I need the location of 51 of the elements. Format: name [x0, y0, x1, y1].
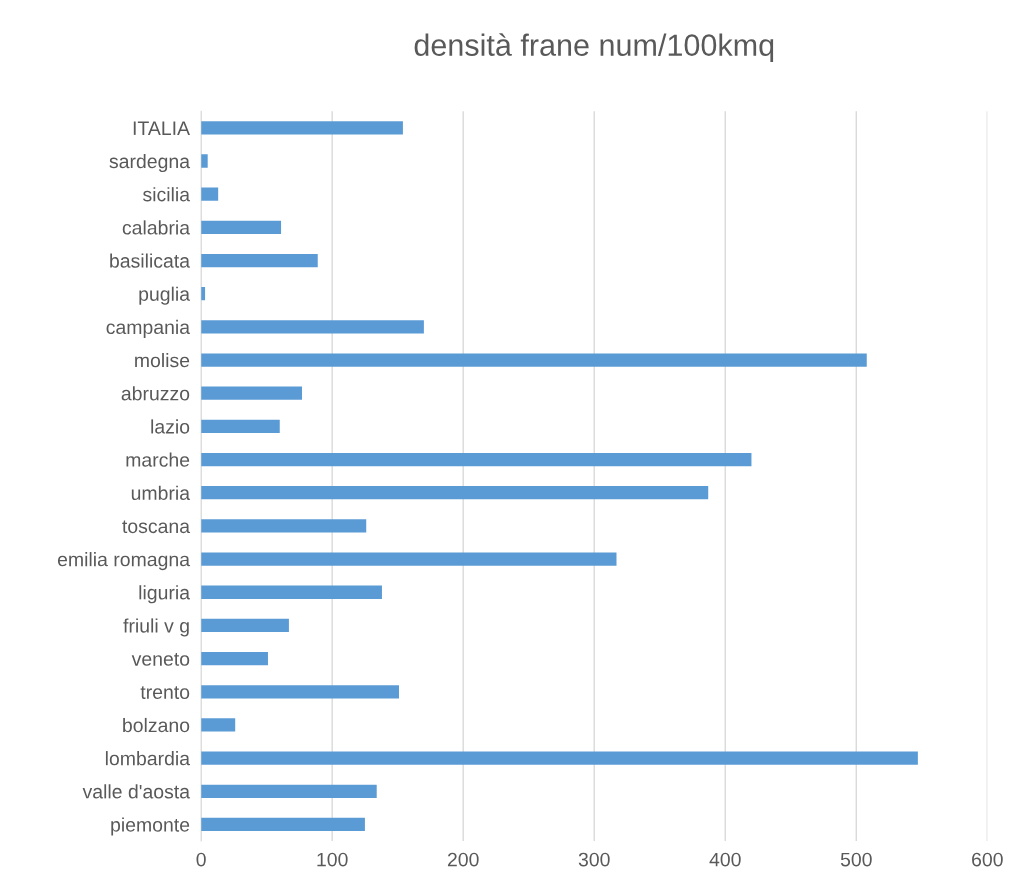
bar	[201, 585, 382, 599]
bar	[201, 718, 236, 732]
bar	[201, 486, 709, 500]
bar	[201, 751, 918, 765]
y-tick-label: toscana	[122, 520, 191, 534]
bar	[201, 187, 219, 201]
bar	[201, 154, 208, 168]
y-tick-label: calabria	[122, 220, 191, 235]
x-tick-label: 0	[196, 852, 206, 867]
y-tick-label: basilicata	[110, 253, 191, 268]
bar	[201, 320, 424, 334]
x-tick-label: 200	[447, 852, 479, 867]
bar	[201, 519, 367, 533]
y-tick-label: ITALIA	[133, 121, 190, 135]
y-tick-label: sardegna	[109, 153, 191, 173]
bar	[201, 685, 399, 699]
y-tick-label: piemonte	[111, 817, 190, 836]
y-tick-label: liguria	[139, 585, 191, 604]
x-tick-label: 400	[709, 852, 741, 867]
y-tick-label: marche	[126, 452, 190, 467]
x-tick-label: 500	[840, 852, 872, 867]
bar	[201, 552, 617, 566]
x-tick-label: 100	[317, 852, 348, 867]
bar	[201, 386, 303, 400]
x-tick-label: 300	[578, 852, 610, 867]
bar	[201, 220, 282, 234]
bar	[201, 353, 867, 367]
y-tick-label: bolzano	[123, 717, 190, 733]
bar	[201, 121, 403, 135]
bar	[201, 253, 318, 268]
y-tick-label: lombardia	[105, 751, 191, 766]
y-tick-label: veneto	[131, 653, 190, 666]
y-tick-label: umbria	[131, 485, 191, 500]
y-tick-label: emilia romagna	[57, 552, 191, 571]
y-tick-label: molise	[135, 353, 190, 368]
y-tick-label: sicilia	[143, 187, 191, 202]
y-tick-label: friuli v g	[123, 618, 189, 637]
bar	[201, 452, 752, 467]
y-tick-label: lazio	[151, 419, 190, 434]
bar	[201, 817, 365, 832]
chart-title: densità frane num/100kmq	[414, 33, 774, 63]
bar	[201, 618, 289, 633]
x-tick-label: 600	[972, 852, 1003, 867]
y-tick-label: abruzzo	[121, 386, 190, 401]
y-tick-label: valle d'aosta	[82, 784, 191, 799]
bar	[201, 651, 268, 666]
y-tick-label: trento	[140, 686, 190, 700]
bar	[201, 419, 280, 434]
bar	[201, 784, 377, 798]
y-tick-label: campania	[106, 319, 191, 338]
y-tick-label: puglia	[139, 286, 191, 305]
